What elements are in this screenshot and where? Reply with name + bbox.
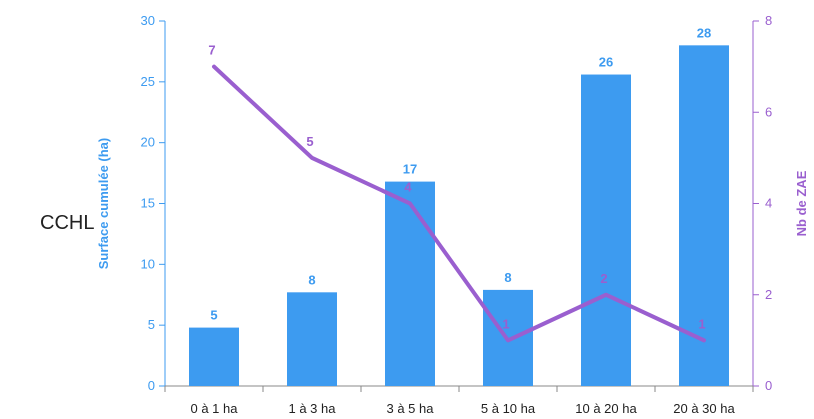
line-data-label: 7 (208, 43, 215, 58)
left-tick-label: 30 (141, 13, 155, 28)
line-data-label: 5 (306, 134, 313, 149)
line-data-label: 4 (404, 180, 412, 195)
bar-data-label: 8 (308, 272, 315, 287)
x-tick-label: 5 à 10 ha (481, 401, 536, 416)
right-tick-label: 6 (765, 104, 772, 119)
x-axis: 0 à 1 ha 1 à 3 ha 3 à 5 ha 5 à 10 ha 10 à 20… (165, 386, 753, 416)
left-tick-label: 15 (141, 196, 155, 211)
left-tick-label: 0 (148, 378, 155, 393)
bar-data-label: 5 (210, 308, 217, 323)
left-tick-label: 10 (141, 256, 155, 271)
right-tick-label: 4 (765, 196, 772, 211)
left-tick-label: 25 (141, 74, 155, 89)
bar (679, 45, 729, 386)
right-tick-label: 8 (765, 13, 772, 28)
right-tick-label: 0 (765, 378, 772, 393)
line-data-label: 1 (502, 316, 509, 331)
right-tick-label: 2 (765, 287, 772, 302)
x-tick-label: 3 à 5 ha (387, 401, 435, 416)
left-tick-label: 5 (148, 317, 155, 332)
line-data-label: 1 (698, 316, 705, 331)
bar (385, 182, 435, 386)
right-axis-title: Nb de ZAE (794, 170, 809, 236)
bar-data-label: 8 (504, 270, 511, 285)
x-tick-label: 10 à 20 ha (575, 401, 637, 416)
x-tick-label: 20 à 30 ha (673, 401, 735, 416)
right-axis: 0 2 4 6 8 (753, 13, 772, 393)
line-data-label: 2 (600, 271, 607, 286)
line-data-labels: 7 5 4 1 2 1 (208, 43, 705, 332)
left-axis: 0 5 10 15 20 25 30 (141, 13, 165, 393)
bar (287, 292, 337, 386)
bar-data-label: 26 (599, 55, 613, 70)
left-tick-label: 20 (141, 135, 155, 150)
bar-data-labels: 5 8 17 8 26 28 (210, 25, 711, 322)
x-tick-label: 0 à 1 ha (191, 401, 239, 416)
bar-data-label: 17 (403, 162, 417, 177)
left-axis-title: Surface cumulée (ha) (96, 138, 111, 270)
bar-data-label: 28 (697, 25, 711, 40)
bar (581, 75, 631, 386)
bar-series (189, 45, 729, 386)
x-tick-label: 1 à 3 ha (289, 401, 337, 416)
bar (189, 328, 239, 386)
